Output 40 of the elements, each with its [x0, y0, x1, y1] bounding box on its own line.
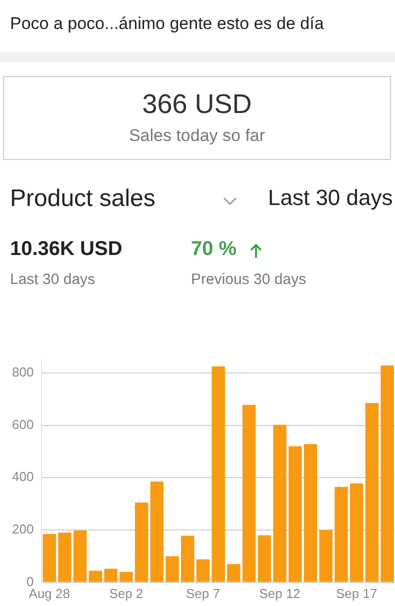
bar — [242, 404, 256, 582]
y-tick-label: 600 — [12, 416, 34, 432]
bar — [304, 444, 318, 582]
bar — [73, 530, 87, 582]
bar — [380, 366, 394, 582]
bar — [150, 482, 164, 582]
x-tick-label: Sep 12 — [259, 586, 300, 601]
bar — [58, 532, 72, 582]
bar — [334, 486, 348, 582]
bar — [104, 568, 118, 582]
x-tick-label: Sep 2 — [109, 586, 144, 601]
text: Last 30 days — [10, 271, 96, 288]
bar — [166, 556, 179, 582]
bar — [365, 403, 379, 582]
bar — [288, 446, 302, 582]
y-tick-label: 800 — [12, 364, 34, 380]
text: 366 USD — [141, 89, 253, 120]
bar — [181, 536, 194, 582]
y-tick-label: 200 — [12, 522, 34, 537]
bar — [258, 535, 272, 582]
bar — [227, 564, 240, 582]
x-tick-label: Sep 17 — [336, 586, 378, 601]
x-tick-label: Sep 7 — [186, 586, 220, 601]
bar — [212, 366, 225, 582]
text: Previous 30 days — [191, 271, 306, 288]
text: Poco a poco...ánimo gente esto es de día — [10, 14, 324, 34]
bar — [196, 559, 210, 582]
bar — [88, 570, 102, 582]
bar — [273, 424, 286, 582]
bar — [120, 572, 133, 582]
bar — [42, 534, 56, 582]
text: Sales today so far — [128, 126, 266, 146]
text: 10.36K USD — [10, 238, 122, 261]
chart-title: Product sales — [10, 185, 156, 213]
bar — [350, 483, 364, 582]
text: Last 30 days — [268, 185, 393, 211]
bar — [319, 530, 332, 582]
text: 70 % — [191, 238, 237, 261]
y-tick-label: 400 — [12, 469, 34, 484]
bar — [134, 502, 148, 582]
